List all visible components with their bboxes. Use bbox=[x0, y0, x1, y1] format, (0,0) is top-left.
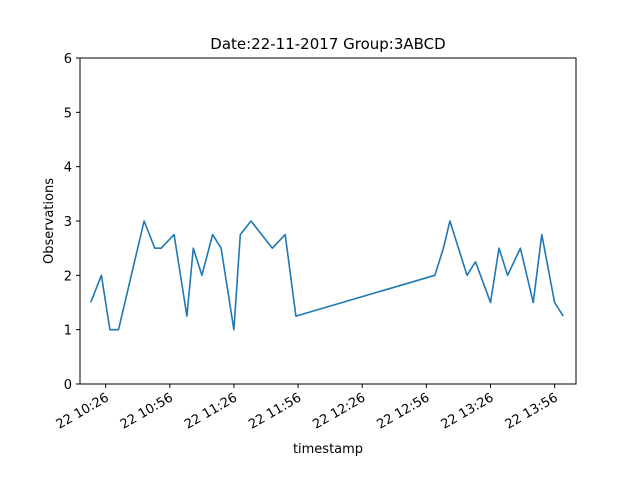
x-axis: 22 10:26 22 10:56 22 11:26 22 11:56 22 12:26… bbox=[54, 384, 561, 433]
chart-title: Date:22-11-2017 Group:3ABCD bbox=[210, 35, 445, 53]
x-tick-label: 22 12:26 bbox=[310, 390, 368, 432]
x-tick-label: 22 11:56 bbox=[246, 390, 304, 432]
series-layer bbox=[89, 220, 564, 331]
x-tick-label: 22 10:26 bbox=[54, 390, 112, 432]
x-tick-label: 22 10:56 bbox=[118, 390, 176, 432]
y-tick-label: 5 bbox=[64, 106, 72, 121]
x-tick-label: 22 12:56 bbox=[374, 390, 432, 432]
plot-area bbox=[79, 57, 577, 385]
y-tick-label: 6 bbox=[64, 52, 72, 67]
y-tick-label: 0 bbox=[64, 378, 72, 393]
y-axis-label: Observations bbox=[42, 178, 57, 264]
y-tick-label: 4 bbox=[64, 161, 72, 176]
y-tick-label: 2 bbox=[64, 269, 72, 284]
series-line-0 bbox=[89, 220, 564, 331]
x-axis-label: timestamp bbox=[293, 442, 363, 457]
x-tick-label: 22 13:56 bbox=[503, 390, 561, 432]
x-tick-label: 22 11:26 bbox=[182, 390, 240, 432]
y-axis: 0 1 2 3 4 5 6 bbox=[64, 52, 80, 393]
x-tick-label: 22 13:26 bbox=[439, 390, 497, 432]
y-tick-label: 1 bbox=[64, 324, 72, 339]
y-tick-label: 3 bbox=[64, 215, 72, 230]
